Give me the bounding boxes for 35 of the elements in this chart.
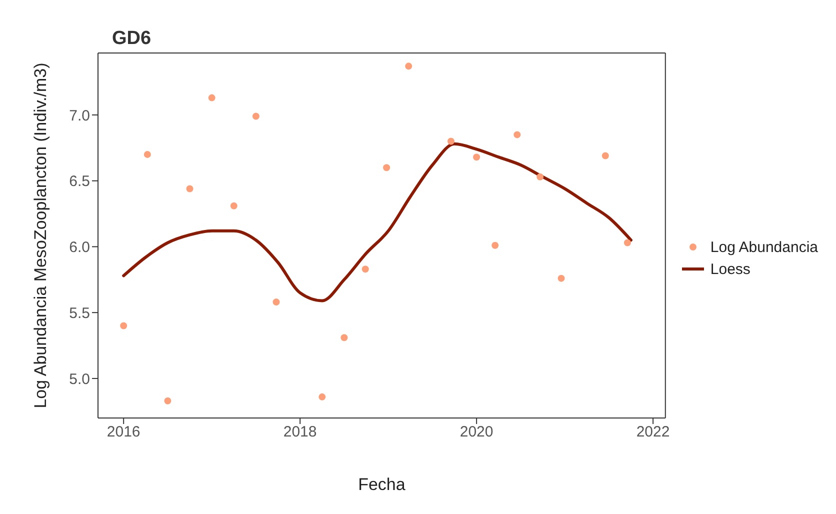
legend-label: Log Abundancia xyxy=(710,238,818,256)
point xyxy=(272,298,280,306)
point xyxy=(624,239,631,246)
x-tick-label: 2020 xyxy=(460,424,494,441)
point xyxy=(252,112,260,120)
point xyxy=(383,164,390,172)
point xyxy=(318,393,326,400)
point xyxy=(558,274,565,282)
point xyxy=(186,185,194,192)
x-tick-label: 2018 xyxy=(283,424,317,441)
y-tick-label: 5.5 xyxy=(69,304,90,322)
y-tick-label: 6.0 xyxy=(69,239,90,256)
point xyxy=(120,322,128,330)
point xyxy=(164,397,172,404)
y-axis-title: Log Abundancia MesoZooplancton (Indiv./m3) xyxy=(31,62,50,408)
point xyxy=(405,62,412,70)
x-tick-label: 2022 xyxy=(636,424,670,441)
point xyxy=(514,131,521,138)
point xyxy=(447,138,454,145)
legend-label: Loess xyxy=(710,260,750,278)
point xyxy=(340,334,348,342)
y-tick-label: 5.0 xyxy=(69,370,90,388)
point xyxy=(536,173,544,180)
point xyxy=(144,150,151,158)
x-tick-label: 2016 xyxy=(106,424,140,441)
point xyxy=(473,154,480,161)
point xyxy=(362,266,369,273)
chart-title: GD6 xyxy=(112,28,152,50)
x-axis-title: Fecha xyxy=(358,475,406,494)
y-tick-label: 6.5 xyxy=(69,173,90,190)
point xyxy=(208,94,216,102)
point xyxy=(230,202,238,210)
point xyxy=(602,152,609,160)
y-tick-label: 7.0 xyxy=(69,107,90,124)
point xyxy=(492,242,499,249)
